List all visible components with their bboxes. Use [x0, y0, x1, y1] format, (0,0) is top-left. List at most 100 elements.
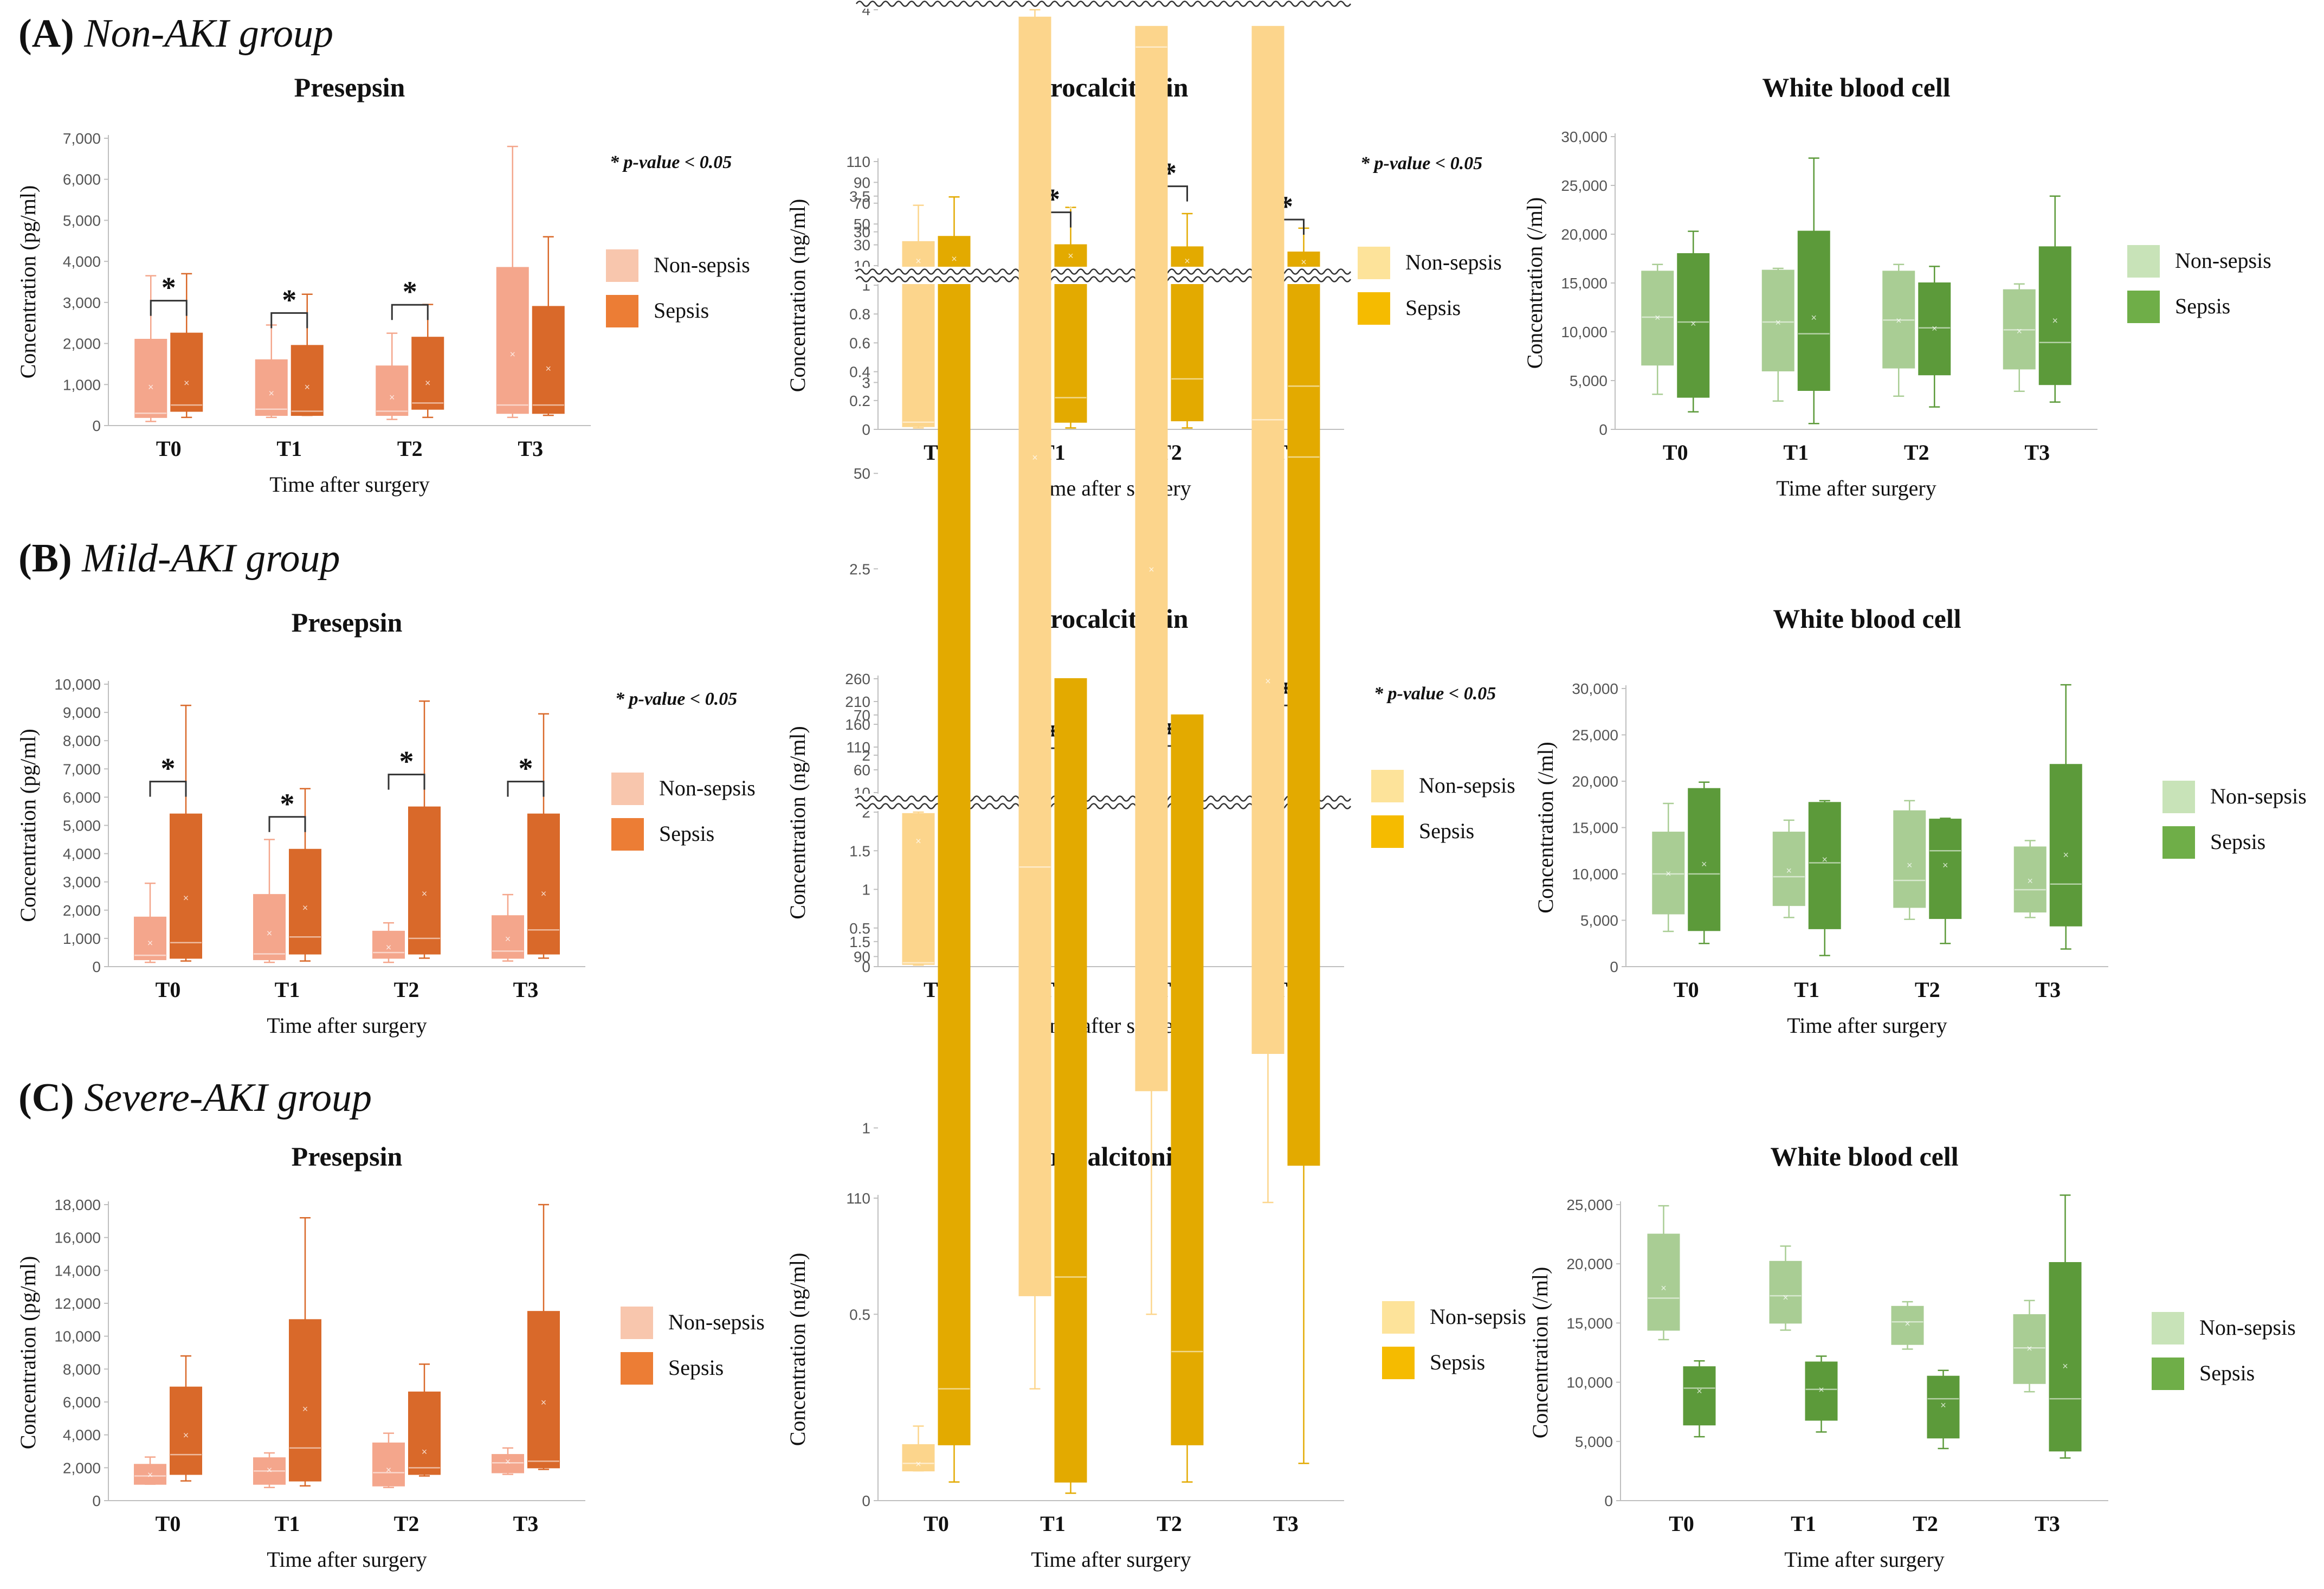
- box-non-sepsis: ×: [134, 1456, 166, 1485]
- box-non-sepsis: ×: [376, 332, 409, 420]
- box-iqr: [408, 806, 441, 955]
- y-tick-label: 1.5: [849, 842, 870, 859]
- x-tick-label: T2: [1157, 1511, 1182, 1536]
- box-non-sepsis: ×: [902, 1425, 935, 1472]
- y-tick-label: 8,000: [63, 732, 101, 749]
- y-tick-label: 20,000: [1561, 226, 1608, 243]
- box-sepsis: ×: [2049, 1194, 2082, 1459]
- box-sepsis: ×: [527, 713, 560, 959]
- legend-swatch: [1382, 1301, 1415, 1334]
- box-iqr: [1772, 832, 1805, 906]
- legend-swatch: [1371, 770, 1404, 802]
- panel-name: Non-AKI group: [84, 11, 333, 56]
- panel-name: Severe-AKI group: [84, 1076, 372, 1120]
- box-sepsis: ×: [1054, 203, 1087, 1494]
- mean-marker: ×: [2052, 315, 2058, 326]
- y-axis-label: Concentration (pg/ml): [16, 185, 40, 379]
- y-tick-label: 15,000: [1561, 275, 1608, 292]
- y-tick-label: 0: [1610, 958, 1618, 975]
- mean-marker: ×: [2026, 1343, 2032, 1354]
- x-tick-label: T3: [2035, 1511, 2060, 1536]
- legend-swatch: [606, 295, 638, 327]
- legend: Non-sepsis Sepsis: [1382, 1301, 1526, 1379]
- x-tick-label: T2: [397, 436, 423, 461]
- mean-marker: ×: [147, 1469, 153, 1480]
- y-tick-label: 30,000: [1561, 128, 1608, 145]
- box-iqr: [170, 1386, 202, 1475]
- y-tick-label: 60: [854, 762, 870, 779]
- chart-6: Presepsin 0 2,000 4,000 6,000 8,000 10,000 12,0…: [16, 1141, 765, 1572]
- mean-marker: ×: [2062, 1361, 2068, 1372]
- mean-marker: ×: [386, 1464, 392, 1475]
- mean-marker: ×: [1775, 317, 1781, 328]
- significance-star: *: [399, 745, 414, 778]
- panel-letter: (A): [18, 11, 74, 56]
- chart-0: Presepsin 0 1,000 2,000 3,000 4,000 5,000 6,000…: [16, 72, 750, 497]
- y-tick-label: 3.5: [849, 188, 870, 205]
- mean-marker: ×: [422, 889, 428, 899]
- y-tick-label: 110: [846, 739, 870, 756]
- significance-star: *: [280, 788, 295, 820]
- box-sepsis: ×: [289, 1217, 321, 1487]
- mean-marker: ×: [541, 1397, 547, 1408]
- box-iqr: [170, 813, 202, 959]
- x-tick-label: T0: [924, 1511, 949, 1536]
- box-non-sepsis: ×: [2013, 1299, 2046, 1393]
- box-sepsis: ×: [532, 236, 565, 416]
- mean-marker: ×: [386, 942, 392, 953]
- p-value-note: * p-value < 0.05: [1360, 153, 1482, 173]
- x-tick-label: T3: [2035, 977, 2061, 1002]
- legend: Non-sepsis Sepsis: [1371, 770, 1515, 848]
- box-sepsis: ×: [290, 293, 324, 416]
- box-sepsis: ×: [1929, 818, 1962, 944]
- box-non-sepsis: ×: [492, 893, 524, 962]
- x-tick-label: T1: [276, 436, 302, 461]
- mean-marker: ×: [951, 10, 957, 21]
- y-tick-label: 3: [862, 375, 870, 391]
- legend-swatch: [621, 1352, 653, 1385]
- box-iqr: [170, 332, 203, 412]
- y-tick-label: 110: [846, 153, 870, 170]
- legend-swatch: [1358, 292, 1390, 325]
- y-tick-label: 3,000: [63, 294, 101, 311]
- mean-marker: ×: [267, 928, 273, 938]
- y-tick-label: 90: [854, 174, 870, 191]
- y-axis-label: Concentration (/ml): [1533, 742, 1558, 913]
- box-iqr: [255, 359, 288, 416]
- y-tick-label: 2,000: [63, 1459, 101, 1476]
- box-sepsis: ×: [408, 1363, 441, 1477]
- axis-break-mark: [855, 1, 1352, 7]
- y-tick-label: 10,000: [1572, 866, 1618, 883]
- box-iqr: [1893, 810, 1926, 908]
- box-non-sepsis: ×: [902, 204, 935, 429]
- mean-marker: ×: [1661, 1283, 1667, 1294]
- box-iqr: [2013, 1314, 2046, 1384]
- mean-marker: ×: [1655, 312, 1661, 323]
- box-iqr: [902, 1444, 935, 1471]
- mean-marker: ×: [147, 938, 153, 949]
- mean-marker: ×: [1701, 859, 1707, 870]
- x-axis-label: Time after surgery: [1784, 1547, 1945, 1572]
- y-tick-label: 25,000: [1572, 727, 1618, 744]
- mean-marker: ×: [915, 836, 921, 847]
- box-iqr: [532, 306, 565, 414]
- box-iqr: [2013, 846, 2047, 913]
- box-iqr: [1652, 832, 1685, 915]
- legend-swatch: [1358, 247, 1390, 279]
- mean-marker: ×: [148, 382, 154, 393]
- x-tick-label: T0: [156, 1511, 181, 1536]
- chart-2: White blood cell 0 5,000 10,000 15,000 20,000…: [1522, 72, 2271, 500]
- y-axis-label: Concentration (pg/ml): [16, 1256, 40, 1450]
- x-axis-label: Time after surgery: [267, 1013, 427, 1038]
- mean-marker: ×: [1696, 1386, 1702, 1397]
- box-iqr: [1251, 25, 1284, 1054]
- box-non-sepsis: ×: [2013, 840, 2047, 918]
- box-sepsis: ×: [170, 273, 203, 419]
- box-non-sepsis: ×: [492, 1447, 524, 1475]
- y-axis-label: Concentration (pg/ml): [16, 729, 40, 922]
- y-tick-label: 1.5: [849, 934, 870, 950]
- legend-swatch: [606, 249, 638, 282]
- box-non-sepsis: ×: [1647, 1205, 1680, 1341]
- box-non-sepsis: ×: [134, 275, 167, 422]
- legend-label: Non-sepsis: [659, 776, 756, 800]
